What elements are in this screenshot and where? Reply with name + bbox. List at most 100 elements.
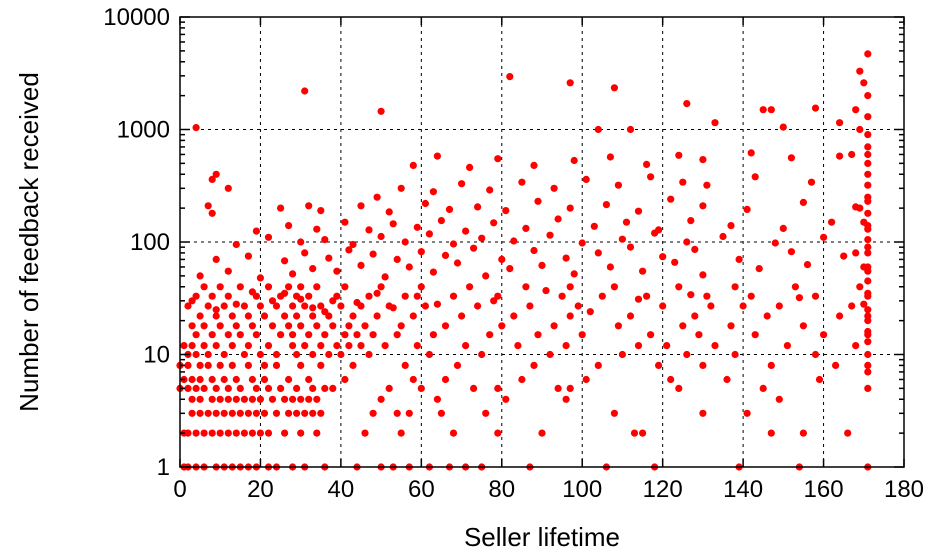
data-point bbox=[466, 283, 474, 291]
data-point bbox=[377, 232, 385, 241]
data-point bbox=[622, 218, 631, 226]
data-point bbox=[208, 375, 216, 384]
data-point bbox=[570, 270, 578, 278]
data-point bbox=[321, 384, 329, 392]
data-point bbox=[244, 342, 252, 350]
data-point bbox=[224, 429, 232, 437]
data-point bbox=[361, 429, 369, 437]
data-point bbox=[691, 245, 699, 253]
data-point bbox=[474, 203, 482, 211]
y-axis-label: Number of feedback received bbox=[14, 72, 44, 412]
data-point bbox=[333, 267, 341, 275]
data-point bbox=[546, 350, 554, 359]
data-point bbox=[252, 384, 260, 392]
data-point bbox=[626, 312, 635, 320]
data-point bbox=[272, 361, 281, 369]
data-point bbox=[542, 287, 550, 295]
data-point bbox=[864, 350, 872, 359]
y-tick-label: 1000 bbox=[117, 117, 170, 144]
data-point bbox=[747, 149, 755, 157]
y-tick-label: 1 bbox=[157, 454, 170, 481]
data-point bbox=[381, 342, 389, 350]
data-point bbox=[470, 384, 478, 392]
data-point bbox=[317, 342, 325, 350]
data-point bbox=[325, 254, 333, 262]
data-point bbox=[212, 409, 220, 417]
data-point bbox=[212, 170, 220, 178]
data-point bbox=[860, 300, 868, 308]
data-point bbox=[771, 239, 779, 247]
data-point bbox=[325, 350, 333, 359]
data-point bbox=[180, 342, 188, 350]
data-point bbox=[260, 375, 269, 384]
data-point bbox=[791, 283, 800, 291]
data-point bbox=[663, 342, 671, 350]
data-point bbox=[610, 409, 619, 417]
data-point bbox=[807, 178, 816, 186]
data-point bbox=[731, 283, 739, 291]
data-point bbox=[759, 384, 767, 392]
data-point bbox=[220, 350, 228, 359]
data-point bbox=[494, 292, 502, 300]
data-point bbox=[220, 375, 228, 384]
data-point bbox=[413, 292, 421, 300]
data-point bbox=[655, 361, 663, 369]
data-point bbox=[667, 375, 675, 384]
data-point bbox=[228, 361, 236, 369]
data-point bbox=[421, 302, 429, 310]
data-point bbox=[208, 175, 216, 183]
data-point bbox=[860, 263, 868, 271]
data-point bbox=[864, 181, 872, 189]
data-point bbox=[232, 395, 240, 403]
data-point bbox=[184, 384, 192, 392]
data-point bbox=[260, 312, 269, 320]
data-point bbox=[723, 375, 731, 384]
data-point bbox=[767, 429, 775, 437]
data-point bbox=[285, 222, 293, 230]
data-point bbox=[441, 375, 450, 384]
data-point bbox=[735, 255, 743, 263]
data-point bbox=[811, 292, 820, 300]
data-point bbox=[864, 159, 872, 167]
data-point bbox=[212, 312, 220, 320]
data-point bbox=[297, 322, 305, 330]
data-point bbox=[675, 384, 683, 392]
data-point bbox=[719, 232, 727, 241]
data-point bbox=[200, 342, 208, 350]
data-point bbox=[490, 297, 498, 305]
data-point bbox=[252, 227, 260, 235]
data-point bbox=[554, 384, 562, 392]
data-point bbox=[441, 322, 450, 330]
data-point bbox=[848, 150, 856, 159]
data-point bbox=[329, 384, 337, 392]
data-point bbox=[530, 246, 538, 255]
data-point bbox=[212, 384, 220, 392]
data-point bbox=[751, 331, 759, 339]
data-point bbox=[433, 152, 441, 160]
data-point bbox=[393, 331, 401, 339]
data-point bbox=[510, 312, 518, 320]
y-tick-label: 10000 bbox=[103, 4, 170, 31]
data-point bbox=[256, 429, 264, 437]
x-tick-label: 100 bbox=[562, 476, 602, 503]
data-point bbox=[184, 302, 192, 310]
data-point bbox=[437, 217, 445, 225]
data-point bbox=[285, 375, 293, 384]
data-point bbox=[691, 312, 699, 320]
data-point bbox=[864, 193, 872, 201]
data-point bbox=[864, 209, 872, 217]
data-point bbox=[208, 429, 216, 437]
data-point bbox=[699, 409, 707, 417]
data-point bbox=[731, 350, 739, 359]
data-point bbox=[582, 175, 590, 183]
data-point bbox=[361, 322, 369, 330]
data-point bbox=[377, 283, 385, 291]
data-point bbox=[240, 350, 248, 359]
data-point bbox=[639, 429, 647, 437]
data-point bbox=[478, 350, 486, 359]
data-point bbox=[256, 395, 264, 403]
data-point bbox=[349, 312, 357, 320]
data-point bbox=[739, 302, 747, 310]
data-point bbox=[836, 152, 844, 160]
data-point bbox=[285, 283, 293, 291]
